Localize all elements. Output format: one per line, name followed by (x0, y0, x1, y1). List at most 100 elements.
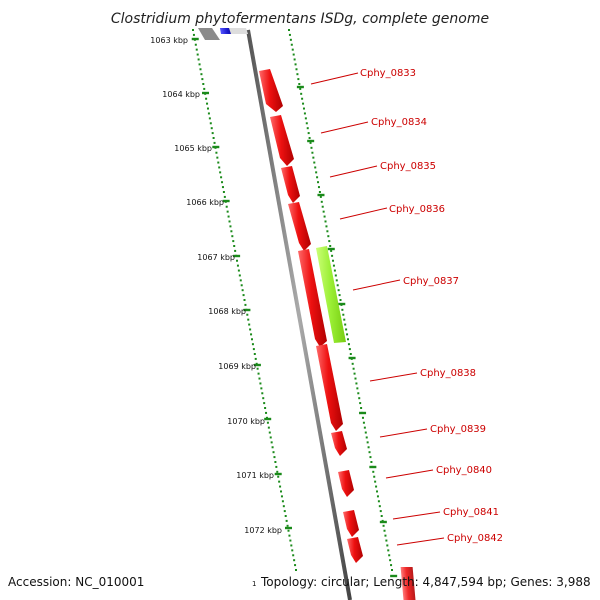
ruler-major-tick (222, 199, 230, 203)
ruler-dot (378, 505, 381, 508)
ruler-dot (234, 249, 237, 252)
ruler-dot (221, 181, 224, 184)
ruler-dot (302, 102, 305, 105)
ruler-dot (251, 343, 254, 346)
ruler-dot (209, 122, 212, 125)
ruler-dot (377, 500, 380, 503)
ruler-dot (386, 544, 389, 547)
ruler-major-tick (264, 417, 272, 421)
gene-cphy-0840[interactable] (338, 470, 354, 497)
ruler-major-tick (233, 254, 241, 258)
ruler-dot (373, 475, 376, 478)
ruler-dot (248, 323, 251, 326)
gene-label-cphy-0835[interactable]: Cphy_0835 (380, 161, 436, 172)
gene-cphy-0833[interactable] (259, 69, 283, 112)
ruler-dot (264, 407, 267, 409)
ruler-dot (332, 259, 335, 262)
ruler-major-tick (296, 85, 304, 89)
ruler-dot (262, 397, 265, 400)
ruler-dot (247, 318, 250, 321)
ruler-dot (364, 431, 367, 434)
gene-label-cphy-0833[interactable]: Cphy_0833 (360, 68, 416, 79)
ruler-dot (317, 181, 320, 184)
ruler-major-tick (369, 465, 377, 469)
ruler-dot (380, 515, 383, 517)
accession-text: Accession: NC_010001 (8, 575, 144, 589)
ruler-dot (236, 259, 239, 262)
gene-cphy-0839[interactable] (331, 431, 347, 456)
ruler-dot (304, 117, 307, 120)
gene-cphy-0837[interactable] (316, 246, 346, 343)
ruler-dot (239, 279, 242, 282)
ruler-dot (290, 544, 293, 547)
ruler-dot (231, 235, 234, 238)
ruler-dot (324, 220, 327, 223)
ruler-dot (256, 367, 259, 370)
ruler-dot (300, 92, 303, 95)
ruler-dot (316, 176, 319, 179)
ruler-dot (277, 475, 280, 478)
ruler-dot (250, 333, 253, 336)
ruler-dot (254, 357, 257, 360)
ruler-dot (310, 146, 313, 149)
ruler-dot (339, 299, 342, 301)
ruler-dot (325, 225, 328, 228)
ruler-outer-track (288, 29, 398, 578)
ruler-dot (199, 68, 202, 71)
gene-label-cphy-0840[interactable]: Cphy_0840 (436, 465, 492, 476)
ruler-dot (345, 328, 348, 331)
gene-cphy-0838-part1[interactable] (298, 249, 327, 347)
ruler-dot (211, 132, 214, 135)
gene-label-cphy-0834[interactable]: Cphy_0834 (371, 117, 427, 128)
gene-next-fade (400, 567, 416, 600)
backbone-fade-top (198, 28, 220, 40)
gene-label-cphy-0838[interactable]: Cphy_0838 (420, 368, 476, 379)
ruler-dot (301, 97, 304, 100)
ruler-dot (236, 264, 239, 267)
ruler-dot (385, 539, 388, 542)
gene-label-cphy-0839[interactable]: Cphy_0839 (430, 424, 486, 435)
ruler-dot (275, 465, 278, 468)
gene-cphy-0841[interactable] (343, 510, 359, 537)
ruler-dot (261, 392, 264, 395)
ruler-dot (388, 554, 391, 557)
ruler-dot (298, 83, 301, 85)
ruler-dot (273, 456, 276, 459)
ruler-dot (287, 529, 290, 532)
gene-label-cphy-0842[interactable]: Cphy_0842 (447, 533, 503, 544)
ruler-dot (282, 505, 285, 508)
ruler-major-tick (274, 472, 282, 476)
gene-cphy-0835[interactable] (281, 166, 300, 203)
ruler-dot (342, 313, 345, 316)
ruler-major-tick (253, 363, 261, 367)
kbp-label: 1071 kbp (236, 471, 274, 480)
ruler-dot (292, 554, 295, 557)
gene-cphy-0834[interactable] (270, 115, 294, 166)
ruler-dot (293, 58, 296, 61)
ruler-dot (344, 323, 347, 326)
ruler-dot (329, 245, 332, 247)
gene-cphy-0836[interactable] (288, 202, 311, 251)
ruler-dot (353, 372, 356, 375)
gene-cphy-0842[interactable] (347, 537, 363, 563)
ruler-dot (360, 407, 363, 409)
ruler-major-tick (212, 145, 220, 149)
ruler-dot (331, 254, 334, 257)
ruler-dot (334, 274, 337, 277)
gene-label-cphy-0837[interactable]: Cphy_0837 (403, 276, 459, 287)
ruler-dot (252, 348, 255, 351)
ruler-dot (359, 402, 362, 405)
gene-cphy-0838[interactable] (316, 344, 343, 431)
ruler-dot (195, 48, 198, 51)
ruler-dot (269, 436, 272, 439)
gene-leader-lines (310, 72, 445, 546)
gene-label-cphy-0841[interactable]: Cphy_0841 (443, 507, 499, 518)
ruler-major-tick (379, 520, 387, 524)
ruler-dot (293, 559, 296, 562)
ruler-dot (229, 225, 232, 228)
ruler-dot (266, 421, 269, 424)
ruler-dot (242, 294, 245, 297)
gene-label-cphy-0836[interactable]: Cphy_0836 (389, 204, 445, 215)
ruler-dot (213, 141, 216, 144)
ruler-dot (227, 215, 230, 218)
